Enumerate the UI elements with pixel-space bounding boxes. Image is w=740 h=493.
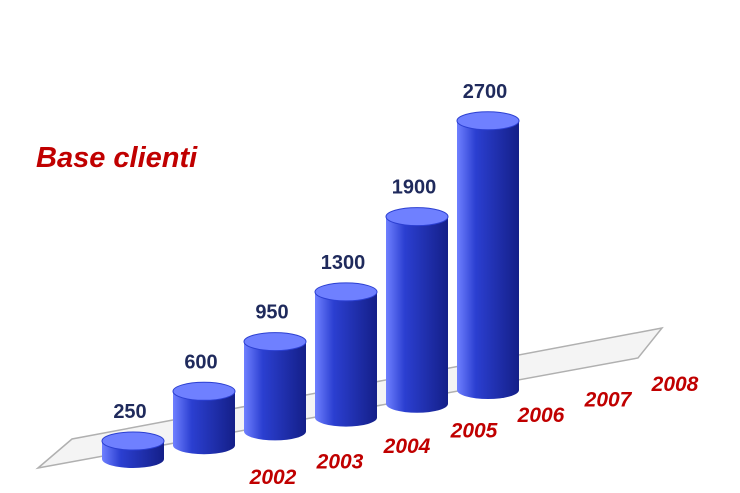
bar-top [314,282,378,302]
bar-top [456,111,520,131]
value-label: 250 [113,401,146,423]
value-label: 600 [184,351,217,373]
category-label-2004: 2004 [383,435,431,458]
category-label-2007: 2007 [584,389,633,412]
bar-2006 [385,207,449,413]
bar-top [172,381,236,401]
bar-2007 [456,111,520,399]
bar-2005 [314,282,378,427]
bar-body [457,120,519,399]
bar-body [244,341,306,441]
category-label-2002: 2002 [249,466,297,489]
bar-2004 [243,332,307,441]
bar-2003 [172,381,236,455]
value-label: 1300 [321,252,366,274]
category-label-2008: 2008 [651,373,699,396]
bar-body [315,291,377,427]
bar-top [243,332,307,352]
bar-top [385,207,449,227]
value-label: 2700 [463,81,508,103]
bar-top [101,431,165,451]
value-label: 950 [255,302,288,324]
bar-2002 [101,431,165,468]
chart-title: Base clienti [36,142,198,174]
category-label-2003: 2003 [316,451,364,474]
bar-body [386,216,448,413]
category-label-2006: 2006 [517,404,565,427]
bar-body [173,391,235,455]
value-label: 1900 [392,177,437,199]
category-label-2005: 2005 [450,420,498,443]
